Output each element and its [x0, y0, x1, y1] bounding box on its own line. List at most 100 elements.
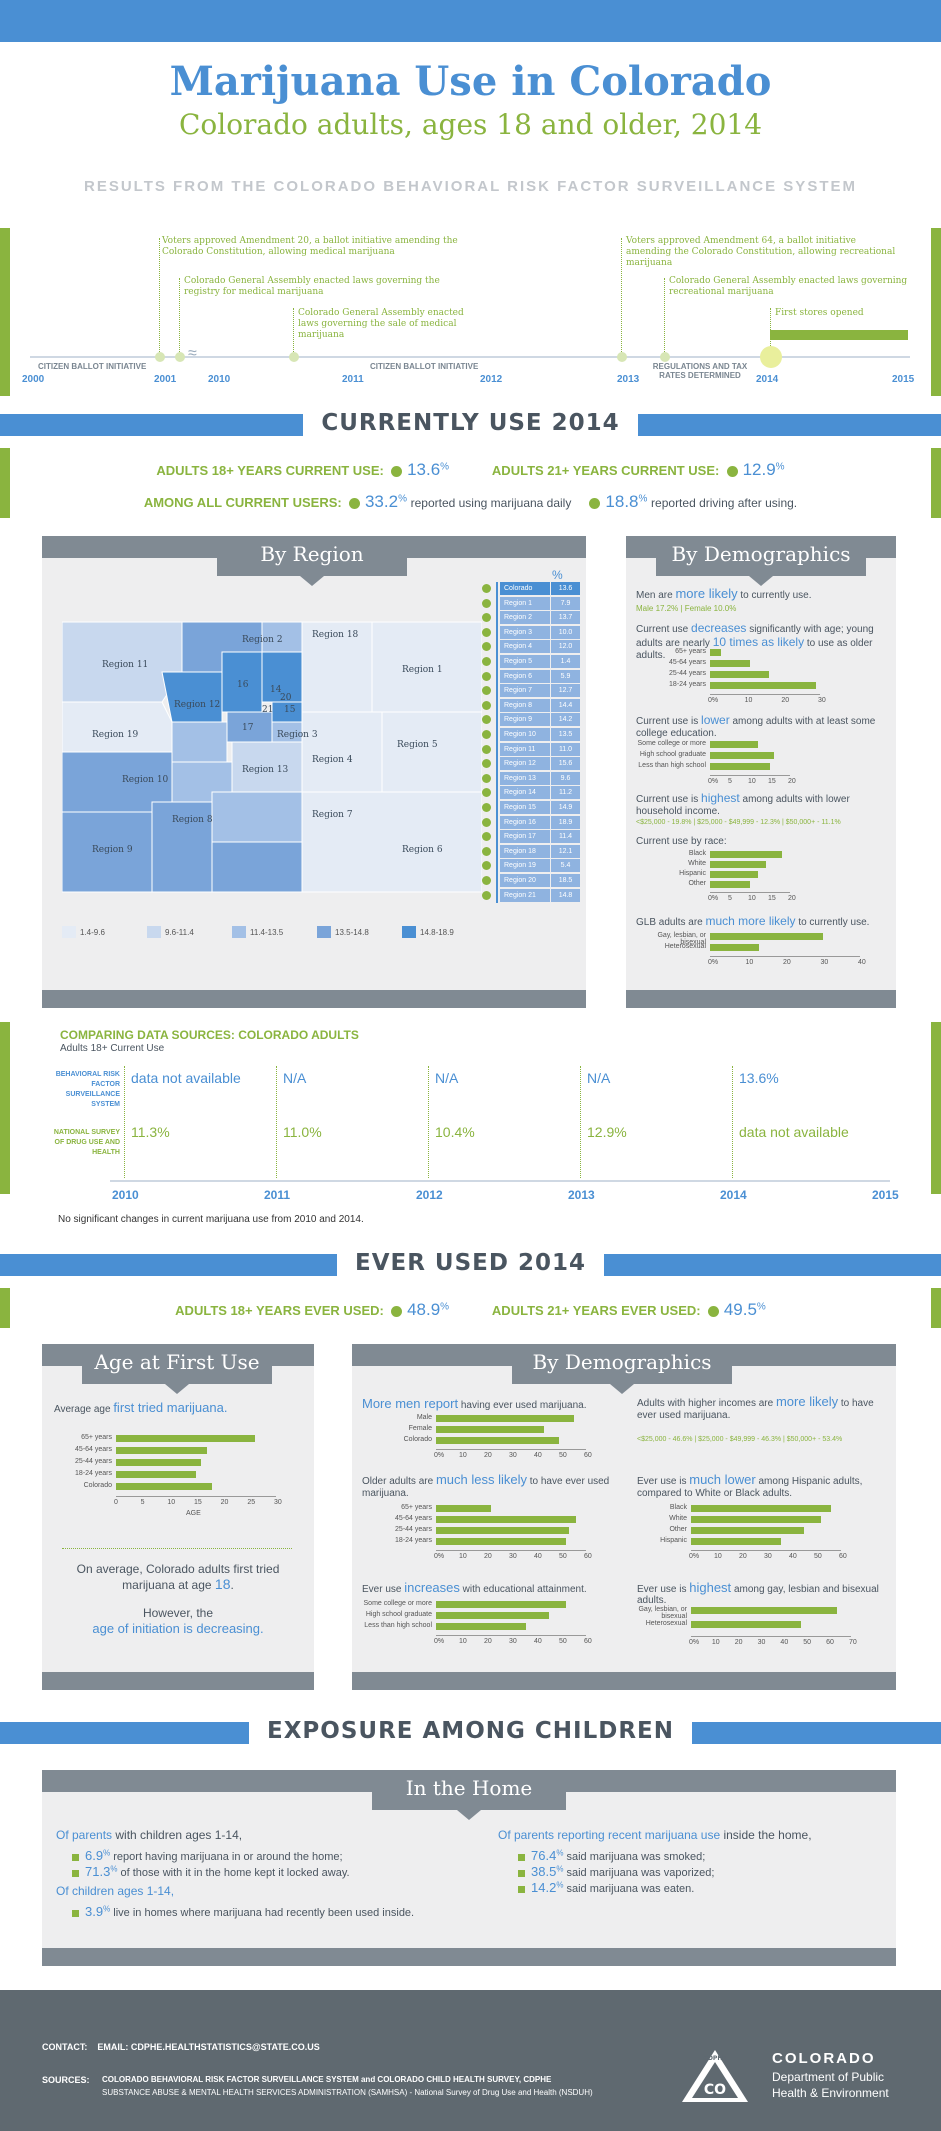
region-row-value: 10.0 — [551, 625, 580, 639]
map-label-region-11: Region 11 — [102, 660, 148, 670]
comparing-stem — [732, 1066, 733, 1178]
current-section-title: CURRENTLY USE 2014 — [0, 410, 941, 436]
legend-label-0: 1.4-9.6 — [80, 928, 105, 937]
page-title: Marijuana Use in Colorado — [169, 58, 772, 105]
bar-tick-label: 0% — [434, 1452, 445, 1459]
map-legend: 1.4-9.6 9.6-11.4 11.4-13.5 13.5-14.8 14.… — [62, 926, 482, 942]
region-row-value: 7.9 — [551, 596, 580, 610]
glb-ever-chart: Gay, lesbian, or bisexual Heterosexual 0% 1… — [627, 1606, 897, 1656]
region-row-dot — [482, 846, 491, 856]
current-right-bar — [931, 448, 941, 518]
bar-tick-label: 20 — [220, 1499, 229, 1506]
region-table-header: % — [552, 568, 563, 582]
bar-tick-label: 50 — [559, 1452, 567, 1459]
region-row-dot — [482, 744, 491, 754]
bar-axis — [436, 1550, 586, 1551]
map-label-region-18: Region 18 — [312, 630, 359, 640]
bar-tick-label: 30 — [509, 1452, 517, 1459]
bar-category-label: 45-64 years — [669, 659, 706, 666]
bar-tick-label: 30 — [764, 1553, 772, 1560]
bar-axis-title: AGE — [186, 1510, 201, 1517]
legend-label-3: 13.5-14.8 — [335, 928, 369, 937]
year-2013: 2013 — [617, 374, 640, 385]
men-ever-text: More men report having ever used marijua… — [362, 1396, 587, 1411]
bar-tick-label: 10 — [167, 1499, 176, 1506]
in-the-home-tab: In the Home — [372, 1770, 566, 1820]
glb-ever-text: Ever use is highest among gay, lesbian a… — [637, 1580, 879, 1606]
bar-tick-label: 20 — [781, 697, 790, 704]
bar-tick-label: 70 — [849, 1639, 857, 1646]
bar-tick-label: 0 — [114, 1499, 118, 1506]
bar-tick-label: 20 — [783, 959, 791, 966]
bar-category-label: 18-24 years — [395, 1537, 432, 1544]
bar-tick-label: 5 — [140, 1499, 145, 1506]
bar-axis — [436, 1449, 586, 1450]
brfss-value: N/A — [435, 1070, 459, 1086]
map-region-labels: Region 11 Region 2 Region 18 Region 1 Re… — [92, 630, 443, 855]
bar-category-label: Hispanic — [660, 1537, 687, 1544]
glb-current-chart: Gay, lesbian, or bisexual Heterosexual 0% 1… — [626, 932, 896, 972]
brfss-value: 13.6% — [739, 1070, 779, 1086]
stem-6 — [770, 308, 771, 346]
bar-axis — [691, 1550, 841, 1551]
bar-tick-label: 15 — [194, 1499, 202, 1506]
current-adults-line: ADULTS 18+ YEARS CURRENT USE: 13.6% ADUL… — [156, 460, 785, 479]
bar-tick-label: 0% — [689, 1553, 700, 1560]
bar-axis — [116, 1496, 276, 1497]
bar-tick-label: 10 — [714, 1553, 722, 1560]
legend-label-4: 14.8-18.9 — [420, 928, 454, 937]
bar-category-label: Gay, lesbian, or bisexual — [657, 932, 706, 946]
region-row-dot — [482, 890, 491, 900]
bar-category-label: 18-24 years — [75, 1470, 112, 1477]
bar — [710, 763, 770, 770]
bar-tick-label: 0% — [708, 895, 719, 902]
bar-tick-label: 60 — [584, 1638, 592, 1645]
bar-category-label: Heterosexual — [645, 1620, 687, 1627]
bar — [710, 881, 750, 888]
bar-tick-label: 60 — [839, 1553, 847, 1560]
logo-abbr: CDPHE — [704, 2055, 727, 2062]
bar — [710, 671, 769, 678]
nsduh-label: NATIONAL SURVEY OF DRUG USE AND HEALTH — [53, 1129, 120, 1156]
map-label-region-9: Region 9 — [92, 845, 133, 855]
region-row-value: 13.7 — [551, 611, 580, 625]
bar-tick-label: 50 — [559, 1553, 567, 1560]
bar-tick-label: 10 — [748, 895, 756, 902]
stem-3 — [293, 308, 294, 352]
legend-swatch-2 — [232, 926, 246, 938]
region-row-value: 13.6 — [551, 582, 580, 595]
bar-category-label: 25-44 years — [395, 1526, 432, 1533]
bar-tick-label: 5 — [728, 778, 732, 785]
comparing-subtitle: Adults 18+ Current Use — [60, 1043, 165, 1054]
daily-value: 33.2 — [364, 492, 399, 511]
bar — [116, 1483, 212, 1490]
bar-category-label: Colorado — [403, 1436, 432, 1443]
current-adults21-value: 12.9 — [742, 460, 776, 479]
region-row-name: Region 7 — [500, 684, 550, 698]
bar — [691, 1516, 821, 1523]
nsduh-value: data not available — [739, 1124, 849, 1140]
bar-tick-label: 10 — [744, 697, 753, 704]
bar — [710, 741, 758, 748]
ever-section-title: EVER USED 2014 — [0, 1250, 941, 1276]
map-label-region-4: Region 4 — [312, 755, 353, 765]
region-row-value: 18.9 — [551, 815, 580, 829]
bar-tick-label: 40 — [789, 1553, 797, 1560]
region-row-dot — [482, 788, 491, 798]
race-current-title: Current use by race: — [636, 836, 727, 847]
bar-tick-label: 10 — [711, 1639, 720, 1646]
region-row-name: Region 1 — [500, 596, 550, 610]
region-row-value: 13.5 — [551, 728, 580, 741]
region-row-name: Region 13 — [500, 771, 550, 785]
bar — [436, 1426, 544, 1433]
tagline: RESULTS FROM THE COLORADO BEHAVIORAL RIS… — [84, 178, 857, 195]
bar-axis — [710, 892, 790, 893]
comparing-year: 2014 — [720, 1188, 747, 1202]
bar — [710, 933, 823, 940]
map-label-region-2: Region 2 — [242, 635, 283, 645]
region-row-dot — [482, 627, 491, 637]
bar — [710, 851, 782, 858]
inc-current-values: <$25,000 - 19.8% | $25,000 - $49,999 - 1… — [636, 819, 841, 826]
map-label-region-19: Region 19 — [92, 730, 139, 740]
demo-panel-bottom — [626, 990, 896, 1008]
